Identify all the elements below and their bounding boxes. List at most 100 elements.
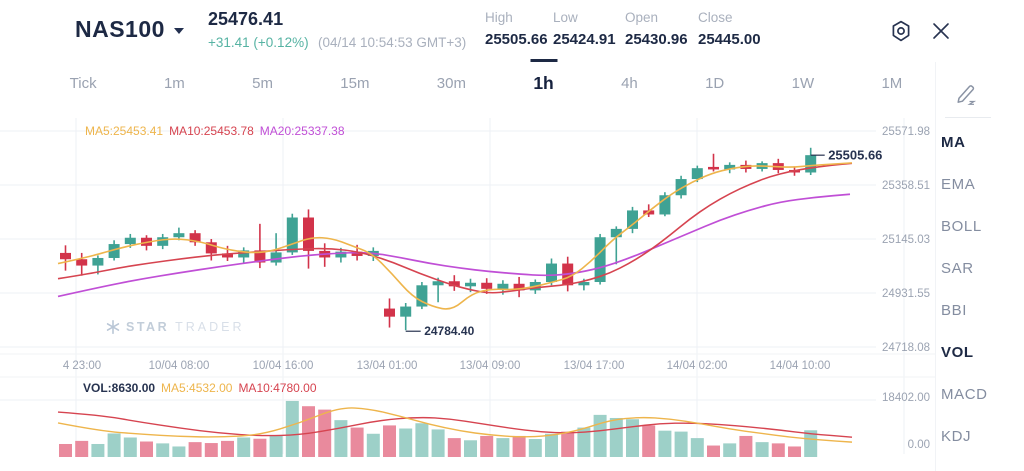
volume-bar [237, 437, 251, 457]
volume-bar [59, 443, 72, 457]
candle-body [303, 217, 314, 251]
sidebar-divider [945, 117, 991, 118]
last-price: 25476.41 [208, 9, 284, 29]
indicator-ma[interactable]: MA [941, 134, 966, 151]
tab-1m[interactable]: 1M [881, 74, 903, 92]
indicator-sar[interactable]: SAR [941, 260, 974, 277]
tab-1m[interactable]: 1m [163, 74, 185, 92]
volume-bar [204, 443, 218, 457]
watermark-brand-light: TRADER [175, 320, 245, 334]
stat-high: High 25505.66 [485, 10, 565, 48]
volume-bar [512, 435, 526, 457]
volume-bar [674, 431, 688, 457]
tab-tick[interactable]: Tick [69, 74, 97, 92]
volume-bar [593, 414, 607, 457]
volume-axis-label: 18402.00 [882, 392, 930, 404]
volume-bar [156, 443, 170, 457]
volume-bar [561, 431, 575, 457]
volume-bar [383, 425, 396, 457]
candle-body [205, 242, 217, 254]
time-axis-label: 14/04 10:00 [770, 360, 831, 372]
indicator-kdj[interactable]: KDJ [941, 428, 972, 445]
vol-ma5-legend: MA5:4532.00 [161, 381, 233, 395]
time-axis-label: 13/04 09:00 [460, 360, 521, 372]
candle-body [400, 306, 412, 317]
volume-legend: VOL:8630.00 MA5:4532.00 MA10:4780.00 [83, 381, 317, 395]
star-logo-icon [106, 320, 120, 334]
price-axis-label: 25571.98 [882, 126, 930, 138]
candle-body [465, 282, 476, 287]
volume-bar [253, 438, 267, 457]
draw-tools-button[interactable] [955, 82, 981, 108]
volume-bar [545, 433, 558, 457]
volume-bar [415, 423, 429, 457]
tab-30m[interactable]: 30m [436, 74, 466, 92]
volume-bar [140, 441, 153, 457]
settings-button[interactable] [889, 19, 913, 43]
candle-body [76, 259, 88, 266]
candle-body [238, 250, 250, 258]
tab-1h[interactable]: 1h [529, 71, 557, 96]
volume-bar [399, 428, 413, 457]
volume-bar [690, 438, 704, 457]
candle-body [416, 285, 428, 307]
time-axis-label: 10/04 08:00 [149, 360, 210, 372]
candle-body [173, 233, 185, 238]
candle-body [222, 253, 233, 258]
tab-1d[interactable]: 1D [705, 74, 725, 92]
close-button[interactable] [929, 19, 953, 43]
volume-bar [431, 429, 445, 457]
candle-body [675, 179, 687, 196]
time-axis-label: 13/04 01:00 [357, 360, 418, 372]
indicator-bbi[interactable]: BBI [941, 302, 967, 319]
panel-divider [935, 62, 936, 471]
ma10-legend: MA10:25453.78 [169, 124, 254, 138]
price-axis-label: 24718.08 [882, 342, 930, 354]
volume-bar [707, 445, 720, 457]
volume-bar [302, 406, 315, 457]
candle-body [189, 233, 201, 243]
indicator-vol[interactable]: VOL [941, 344, 974, 361]
volume-bar [464, 440, 477, 457]
tab-5m[interactable]: 5m [252, 74, 273, 92]
volume-bar [188, 442, 202, 457]
tab-4h[interactable]: 4h [621, 74, 638, 92]
candle-body [627, 210, 638, 229]
time-axis-label: 10/04 16:00 [253, 360, 314, 372]
chevron-down-icon [173, 28, 184, 34]
candle-body [108, 244, 120, 258]
symbol-selector[interactable]: NAS100 [75, 16, 184, 43]
volume-bar [739, 435, 753, 457]
volume-bar [269, 435, 283, 457]
indicator-ema[interactable]: EMA [941, 176, 976, 193]
ma5-legend: MA5:25453.41 [85, 124, 164, 138]
volume-bar [107, 433, 121, 457]
candle-body [432, 281, 444, 286]
volume-bar [480, 435, 494, 457]
candles [60, 147, 817, 331]
candle-body [124, 237, 136, 245]
volume-bar [334, 420, 348, 457]
candle-body [578, 282, 590, 286]
stat-open-label: Open [625, 10, 659, 25]
price-chart-canvas[interactable]: 25571.98 25358.51 25145.03 24931.55 24718.08… [0, 0, 940, 471]
volume-bar [221, 440, 234, 457]
candle-body [351, 251, 363, 256]
tab-15m[interactable]: 15m [340, 74, 370, 92]
stat-close: Close 25445.00 [698, 10, 778, 48]
watermark-brand-bold: STAR [126, 320, 170, 334]
tab-1w[interactable]: 1W [791, 74, 815, 92]
candle-body [708, 166, 719, 170]
volume-bar [755, 442, 769, 457]
indicator-macd[interactable]: MACD [941, 386, 988, 403]
volume-ma5-line [57, 407, 853, 443]
candle-body [335, 251, 347, 258]
candle-body [481, 282, 493, 289]
candle-body [384, 308, 395, 317]
stat-open: Open 25430.96 [625, 10, 705, 48]
indicator-boll[interactable]: BOLL [941, 218, 982, 235]
candle-body [286, 217, 298, 253]
volume-bar [350, 427, 364, 457]
volume-axis-label: 0.00 [908, 439, 930, 451]
